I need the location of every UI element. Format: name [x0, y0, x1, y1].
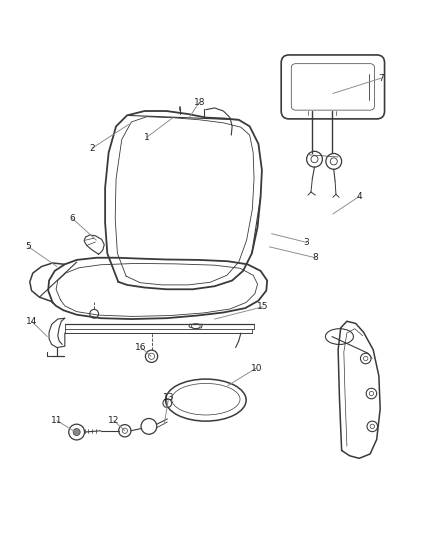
Text: 14: 14: [26, 317, 37, 326]
Text: 11: 11: [51, 416, 63, 425]
Text: 15: 15: [257, 302, 268, 311]
Text: 8: 8: [312, 253, 318, 262]
Text: 16: 16: [135, 343, 147, 352]
Text: 12: 12: [108, 416, 120, 425]
Circle shape: [73, 429, 80, 435]
Text: 7: 7: [378, 74, 384, 83]
Text: 3: 3: [304, 238, 310, 247]
Text: 13: 13: [163, 393, 174, 402]
Text: 6: 6: [69, 214, 75, 223]
Text: 4: 4: [357, 192, 362, 201]
Text: 2: 2: [89, 144, 95, 153]
Text: 5: 5: [25, 243, 32, 251]
Text: 1: 1: [144, 133, 150, 142]
Text: 10: 10: [251, 364, 262, 373]
Text: 18: 18: [194, 98, 205, 107]
